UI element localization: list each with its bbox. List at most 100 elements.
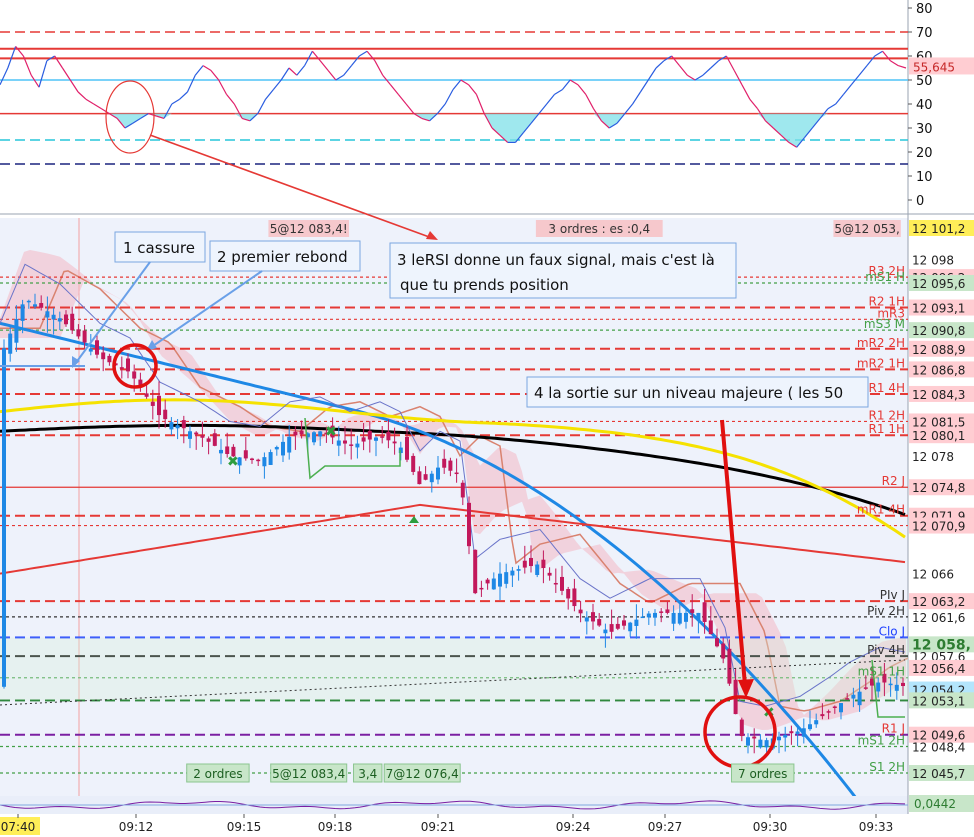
rsi-segment [429, 113, 438, 122]
rebound-circle [112, 343, 158, 389]
rsi-segment [444, 89, 454, 105]
kijun-line [0, 270, 908, 712]
candle-body [2, 348, 6, 687]
price-label-bg [909, 299, 974, 316]
arrow-exit [720, 419, 747, 686]
rsi-segment [577, 84, 587, 95]
candle-body [560, 576, 564, 591]
price-label-bg [909, 340, 974, 357]
rsi-segment [280, 67, 290, 81]
rsi-segment [741, 84, 751, 100]
candle-body [70, 313, 75, 331]
candle-body [826, 711, 831, 713]
candle-body [876, 682, 881, 692]
candle-body [901, 682, 905, 687]
candle-body [206, 438, 211, 442]
candle-body [690, 609, 695, 613]
rsi-axis-ticks: 8070605040302010055,645 [908, 2, 974, 209]
time-tick-label: 09:27 [648, 820, 683, 834]
price-label-bg [909, 692, 974, 709]
time-tick-label: 09:15 [227, 820, 262, 834]
candle-body [863, 687, 868, 689]
candle-body [820, 714, 825, 717]
arrow-box1 [74, 261, 151, 365]
rsi-segment [639, 79, 649, 93]
candle-body [281, 441, 285, 456]
candle-body [293, 431, 298, 436]
candle-body [634, 619, 639, 626]
candle-body [33, 304, 37, 307]
rsi-segment [421, 117, 430, 122]
candle-body [541, 559, 546, 569]
price-label: 12 090,8 [912, 324, 965, 338]
rsi-segment [374, 60, 384, 76]
top-order-badge-text: 3 ordres : es :0,4 [548, 222, 650, 236]
rsi-segment [311, 50, 321, 62]
oscillator: 0,0442 [0, 795, 974, 812]
pivot-level-name: R1 4H [869, 381, 905, 395]
rsi-segment [46, 55, 55, 62]
pivot-levels [0, 276, 908, 774]
pivot-level-name: R1 2H [869, 408, 905, 422]
rsi-segment [710, 60, 719, 69]
rsi-segment [647, 67, 657, 81]
candle-body [498, 573, 502, 587]
rsi-tick-label: 20 [916, 146, 933, 161]
price-label: 12 080,1 [912, 429, 965, 443]
pivot-level-name: S1 2H [869, 760, 905, 774]
candle-body [578, 609, 583, 614]
rsi-segment [132, 117, 141, 124]
annotation-4-text: 4 la sortie sur un niveau majeure ( les … [534, 384, 843, 402]
rsi-circle-annotation [105, 80, 155, 154]
rsi-segment [765, 120, 774, 129]
candle-body [702, 602, 707, 622]
rsi-segment [69, 79, 79, 93]
candle-body [783, 734, 788, 738]
candle-body [584, 617, 589, 622]
rsi-segment [265, 89, 274, 100]
ma-blue [0, 321, 857, 796]
candle-body [845, 698, 850, 700]
rsi-segment [140, 113, 149, 119]
pivot-level-name: R2 1H [869, 295, 905, 309]
candle-body [535, 564, 540, 575]
trade-path-2 [871, 659, 905, 718]
rsi-current-badge [909, 57, 974, 75]
rsi-segment [874, 50, 883, 57]
time-axis-ticks: 07:40 09:12 09:15 09:18 09:21 09:24 09:27 09:30… [0, 814, 893, 835]
support-zone [0, 637, 908, 701]
candle-body [212, 433, 217, 446]
candle-body [460, 482, 465, 498]
rsi-segment [351, 55, 360, 66]
candle-body [144, 393, 149, 397]
price-label: 12 084,3 [912, 388, 965, 402]
candle-body [14, 318, 19, 343]
candle-body [777, 736, 781, 741]
rsi-segment [616, 113, 626, 124]
rsi-segment [390, 84, 399, 95]
rsi-segment [546, 94, 555, 105]
rsi-segment [226, 94, 235, 105]
candle-body [343, 440, 347, 444]
candle-body [57, 318, 62, 322]
rsi-segment [515, 132, 524, 143]
rsi-segment [569, 79, 579, 86]
exit-marker: ✖ [227, 454, 239, 470]
rsi-panel-bg [0, 0, 908, 210]
candle-body [126, 358, 130, 372]
rsi-segment [148, 113, 157, 117]
candle-body [684, 612, 688, 622]
rsi-segment [538, 103, 548, 114]
ma-red [0, 503, 906, 575]
candle-body [789, 731, 794, 734]
candle-body [250, 458, 254, 461]
rsi-segment [686, 74, 696, 81]
candle-body [665, 609, 670, 613]
rsi-segment [898, 65, 907, 69]
price-label: 12 093,1 [912, 302, 965, 316]
time-axis-bg [0, 814, 974, 837]
rsi-segment [796, 137, 805, 148]
candle-body [417, 471, 422, 485]
